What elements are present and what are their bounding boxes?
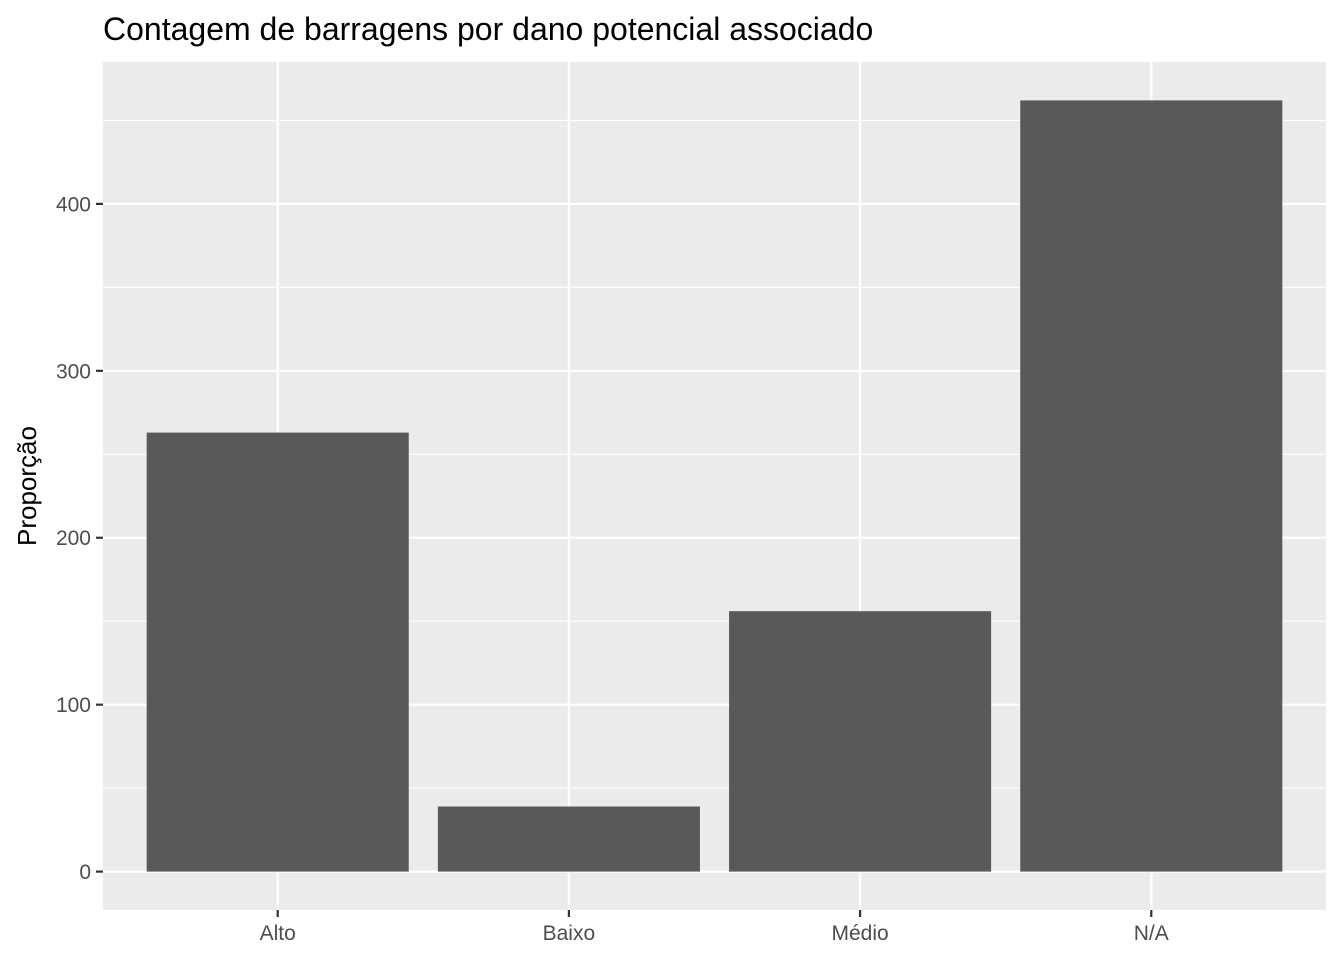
x-tick-label: Médio	[831, 922, 888, 945]
x-axis: Alto Baixo Médio N/A	[260, 910, 1169, 945]
y-tick-label: 200	[56, 527, 91, 550]
bar-baixo	[437, 806, 700, 872]
bar-m-dio	[729, 611, 992, 872]
y-tick-label: 400	[56, 193, 91, 216]
x-tick-label: Baixo	[543, 922, 596, 945]
y-axis-label: Proporção	[12, 426, 42, 546]
y-tick-label: 100	[56, 694, 91, 717]
y-axis: 0 100 200 300 400	[56, 193, 103, 884]
x-tick-label: Alto	[260, 922, 296, 945]
y-tick-label: 0	[79, 861, 91, 884]
x-tick-label: N/A	[1134, 922, 1169, 945]
chart-title: Contagem de barragens por dano potencial…	[103, 11, 873, 47]
y-tick-label: 300	[56, 360, 91, 383]
bars	[146, 100, 1283, 872]
bar-n-a	[1020, 100, 1283, 872]
bar-alto	[146, 432, 409, 872]
